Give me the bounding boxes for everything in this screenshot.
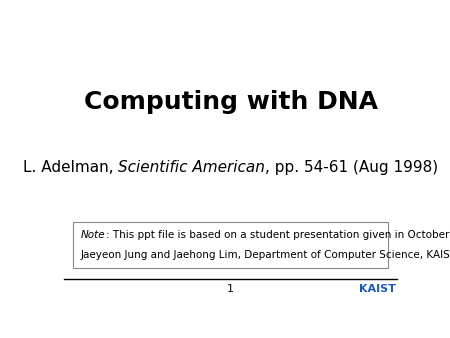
FancyBboxPatch shape bbox=[73, 221, 388, 268]
Text: Scientific American: Scientific American bbox=[118, 160, 265, 175]
Text: 1: 1 bbox=[227, 284, 234, 293]
Text: KAIST: KAIST bbox=[360, 284, 396, 293]
Text: , pp. 54-61 (Aug 1998): , pp. 54-61 (Aug 1998) bbox=[265, 160, 438, 175]
Text: Note: Note bbox=[81, 231, 106, 240]
Text: L. Adelman,: L. Adelman, bbox=[23, 160, 118, 175]
Text: : This ppt file is based on a student presentation given in October, 1999 by: : This ppt file is based on a student pr… bbox=[106, 231, 450, 240]
Text: Computing with DNA: Computing with DNA bbox=[84, 90, 378, 114]
Text: Jaeyeon Jung and Jaehong Lim, Department of Computer Science, KAIST, Korea: Jaeyeon Jung and Jaehong Lim, Department… bbox=[81, 250, 450, 260]
